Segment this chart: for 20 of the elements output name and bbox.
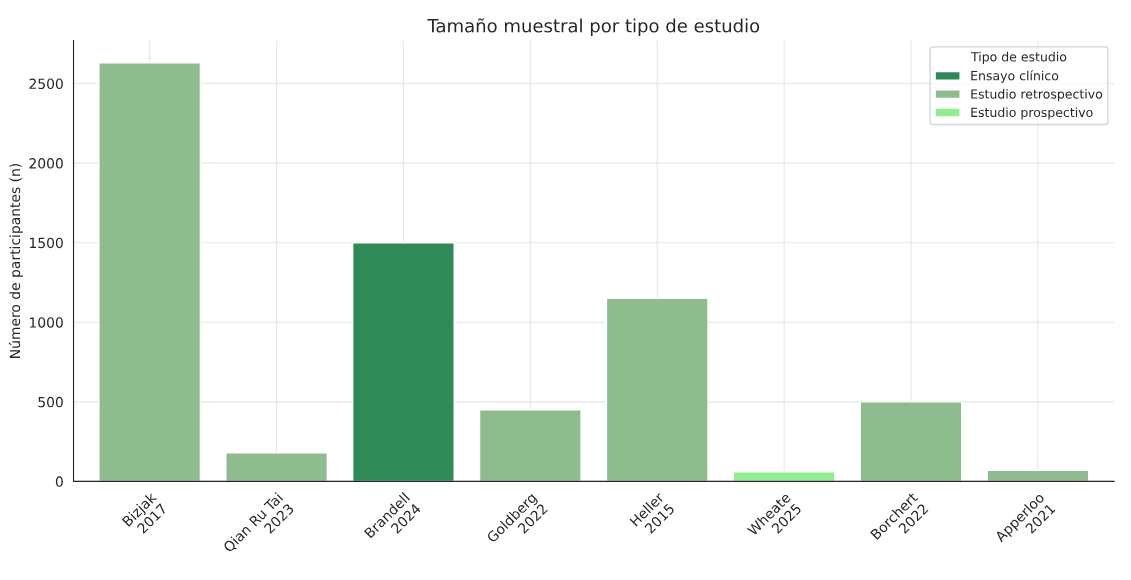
bar [98,62,202,482]
y-tick-label: 1500 [29,237,63,249]
bar [986,469,1090,482]
y-tick-label: 2000 [29,158,63,169]
bar [605,297,709,482]
bar [732,471,836,482]
chart-title: Tamaño muestral por tipo de estudio [427,18,760,37]
bar [478,409,582,482]
legend-title: Tipo de estudio [970,51,1067,64]
y-tick-label: 1000 [29,317,63,328]
y-axis-title: Número de participantes (n) [8,163,23,358]
bar [351,242,455,482]
legend-label: Ensayo clínico [971,70,1059,83]
bar [859,401,963,482]
legend-label: Estudio retrospectivo [971,89,1103,102]
y-tick-label: 2500 [29,78,63,90]
y-tick-label: 0 [55,476,63,487]
legend-label: Estudio prospectivo [971,107,1093,120]
bar [225,452,328,482]
y-tick-label: 500 [38,396,63,408]
